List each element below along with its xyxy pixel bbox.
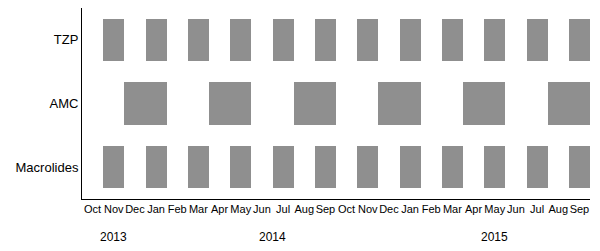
svg-text:Oct: Oct bbox=[338, 203, 355, 215]
svg-text:Aug: Aug bbox=[548, 203, 568, 215]
svg-text:Nov: Nov bbox=[104, 203, 124, 215]
svg-text:Jul: Jul bbox=[276, 203, 290, 215]
svg-text:Sep: Sep bbox=[570, 203, 590, 215]
svg-text:Jul: Jul bbox=[530, 203, 544, 215]
svg-text:Macrolides: Macrolides bbox=[16, 160, 79, 175]
svg-text:Feb: Feb bbox=[422, 203, 441, 215]
svg-text:TZP: TZP bbox=[54, 32, 79, 47]
svg-text:Dec: Dec bbox=[379, 203, 399, 215]
svg-text:Feb: Feb bbox=[168, 203, 187, 215]
svg-text:Dec: Dec bbox=[125, 203, 145, 215]
svg-text:2013: 2013 bbox=[100, 230, 127, 244]
svg-text:Jun: Jun bbox=[507, 203, 525, 215]
svg-text:Mar: Mar bbox=[443, 203, 462, 215]
svg-text:May: May bbox=[484, 203, 505, 215]
svg-text:Apr: Apr bbox=[465, 203, 482, 215]
svg-text:2014: 2014 bbox=[259, 230, 286, 244]
svg-text:2015: 2015 bbox=[481, 230, 508, 244]
svg-text:Jan: Jan bbox=[147, 203, 165, 215]
svg-text:Aug: Aug bbox=[294, 203, 314, 215]
svg-text:Nov: Nov bbox=[358, 203, 378, 215]
svg-text:Jun: Jun bbox=[253, 203, 271, 215]
svg-text:May: May bbox=[230, 203, 251, 215]
svg-text:Oct: Oct bbox=[84, 203, 101, 215]
svg-text:AMC: AMC bbox=[50, 96, 79, 111]
svg-text:Sep: Sep bbox=[316, 203, 336, 215]
svg-text:Mar: Mar bbox=[189, 203, 208, 215]
svg-text:Jan: Jan bbox=[401, 203, 419, 215]
svg-text:Apr: Apr bbox=[211, 203, 228, 215]
